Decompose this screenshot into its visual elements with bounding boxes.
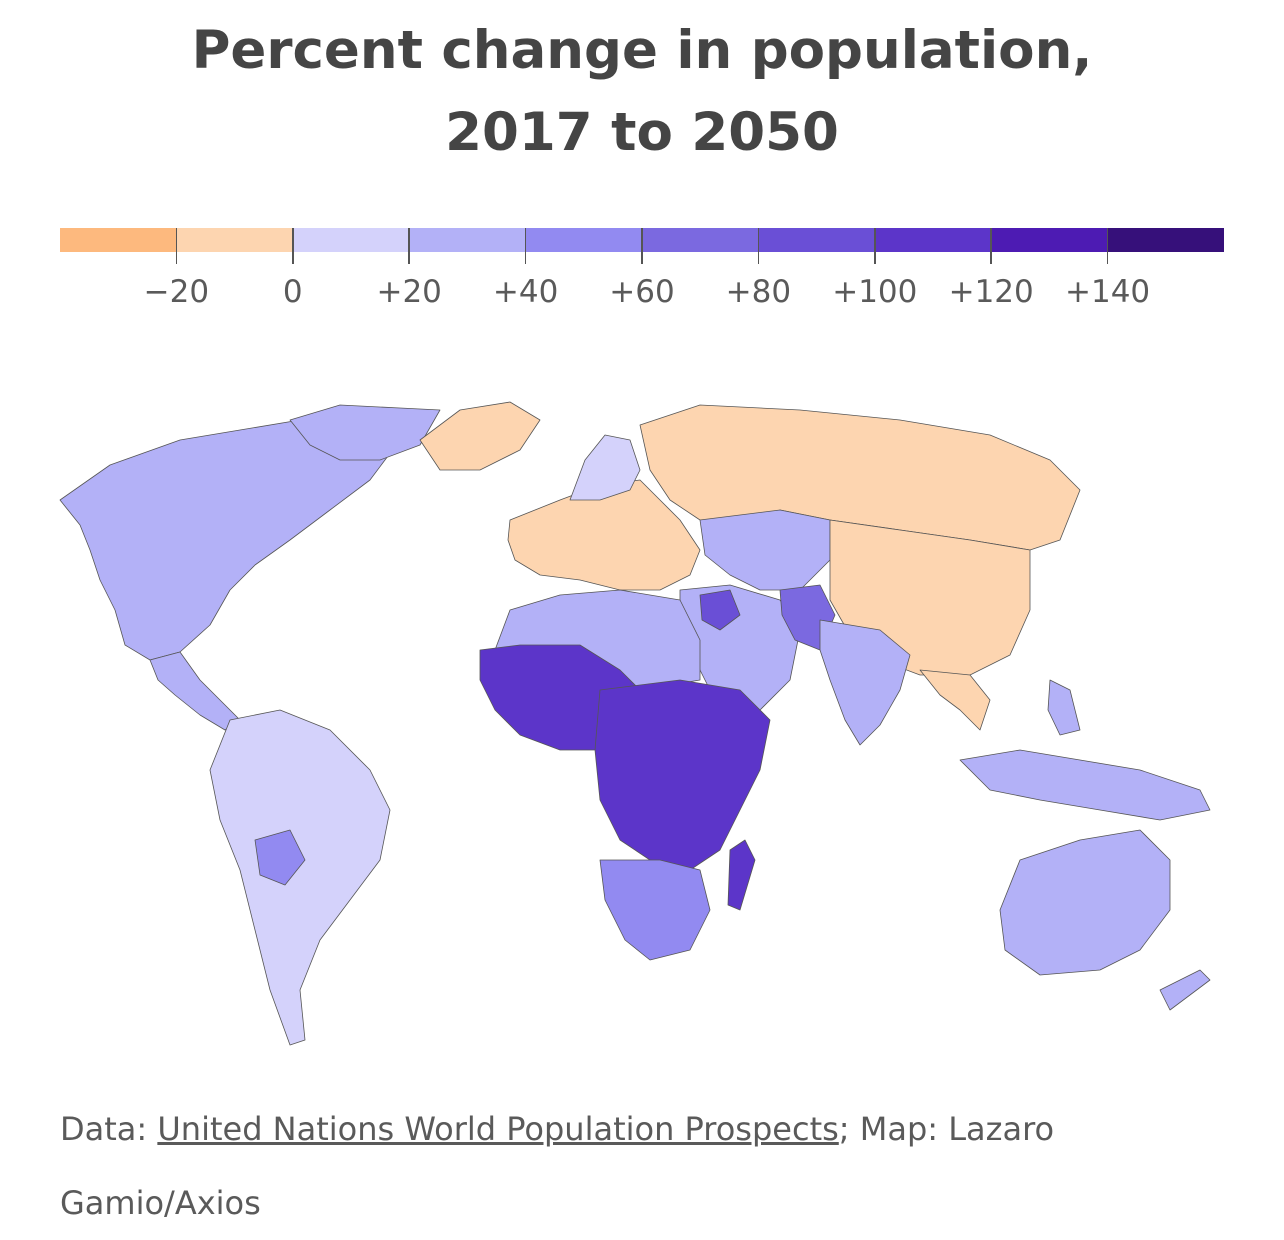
color-legend: −20 0 +20 +40 +60 +80 +100 +120 +140 <box>60 228 1225 318</box>
legend-bin <box>409 228 526 252</box>
credit-prefix: Data: <box>60 1110 158 1148</box>
source-link[interactable]: United Nations World Population Prospect… <box>157 1110 839 1148</box>
map-title: Percent change in population, 2017 to 20… <box>0 10 1284 174</box>
title-line-2: 2017 to 2050 <box>445 102 839 163</box>
legend-tick <box>874 228 876 264</box>
legend-tick <box>641 228 643 264</box>
region-southeast-asia <box>919 669 991 731</box>
region-north-america <box>59 417 401 661</box>
legend-tick <box>292 228 294 264</box>
region-australia <box>999 829 1171 976</box>
legend-tick <box>990 228 992 264</box>
data-credit: Data: United Nations World Population Pr… <box>60 1092 1240 1240</box>
legend-bin <box>176 228 293 252</box>
region-central-africa <box>594 679 771 871</box>
legend-tick-label: +100 <box>832 274 918 310</box>
legend-bin <box>292 228 410 252</box>
legend-bin <box>1107 228 1225 252</box>
legend-tick <box>1106 228 1109 264</box>
legend-bar <box>60 228 1225 252</box>
region-indonesia <box>959 749 1211 821</box>
region-southern-africa <box>599 859 711 961</box>
region-philippines <box>1047 679 1081 736</box>
legend-bin <box>874 228 992 252</box>
legend-bin <box>991 228 1108 252</box>
legend-bin <box>642 228 759 252</box>
region-new-zealand <box>1159 969 1211 1011</box>
legend-tick <box>175 228 178 264</box>
world-map <box>59 401 1211 1046</box>
region-russia-west <box>419 401 541 471</box>
legend-tick-label: 0 <box>282 274 303 310</box>
legend-bin <box>525 228 643 252</box>
legend-tick-label: +120 <box>948 274 1034 310</box>
legend-bin <box>60 228 177 252</box>
region-madagascar <box>727 839 756 911</box>
title-line-1: Percent change in population, <box>191 20 1093 81</box>
region-greenland <box>289 404 441 461</box>
legend-tick <box>408 228 410 264</box>
region-iraq <box>699 589 741 631</box>
region-central-america <box>149 651 241 731</box>
legend-tick-label: +60 <box>609 274 675 310</box>
legend-tick <box>757 228 760 264</box>
legend-tick-label: +20 <box>376 274 442 310</box>
region-central-asia <box>699 509 831 591</box>
region-south-america <box>209 709 391 1046</box>
legend-tick-label: −20 <box>143 274 210 310</box>
legend-bin <box>758 228 875 252</box>
legend-tick-label: +140 <box>1065 274 1151 310</box>
legend-tick-label: +80 <box>725 274 792 310</box>
region-bolivia <box>254 829 306 886</box>
legend-tick <box>524 228 527 264</box>
region-india <box>819 619 911 746</box>
legend-tick-label: +40 <box>492 274 559 310</box>
region-scandinavia <box>569 434 641 501</box>
